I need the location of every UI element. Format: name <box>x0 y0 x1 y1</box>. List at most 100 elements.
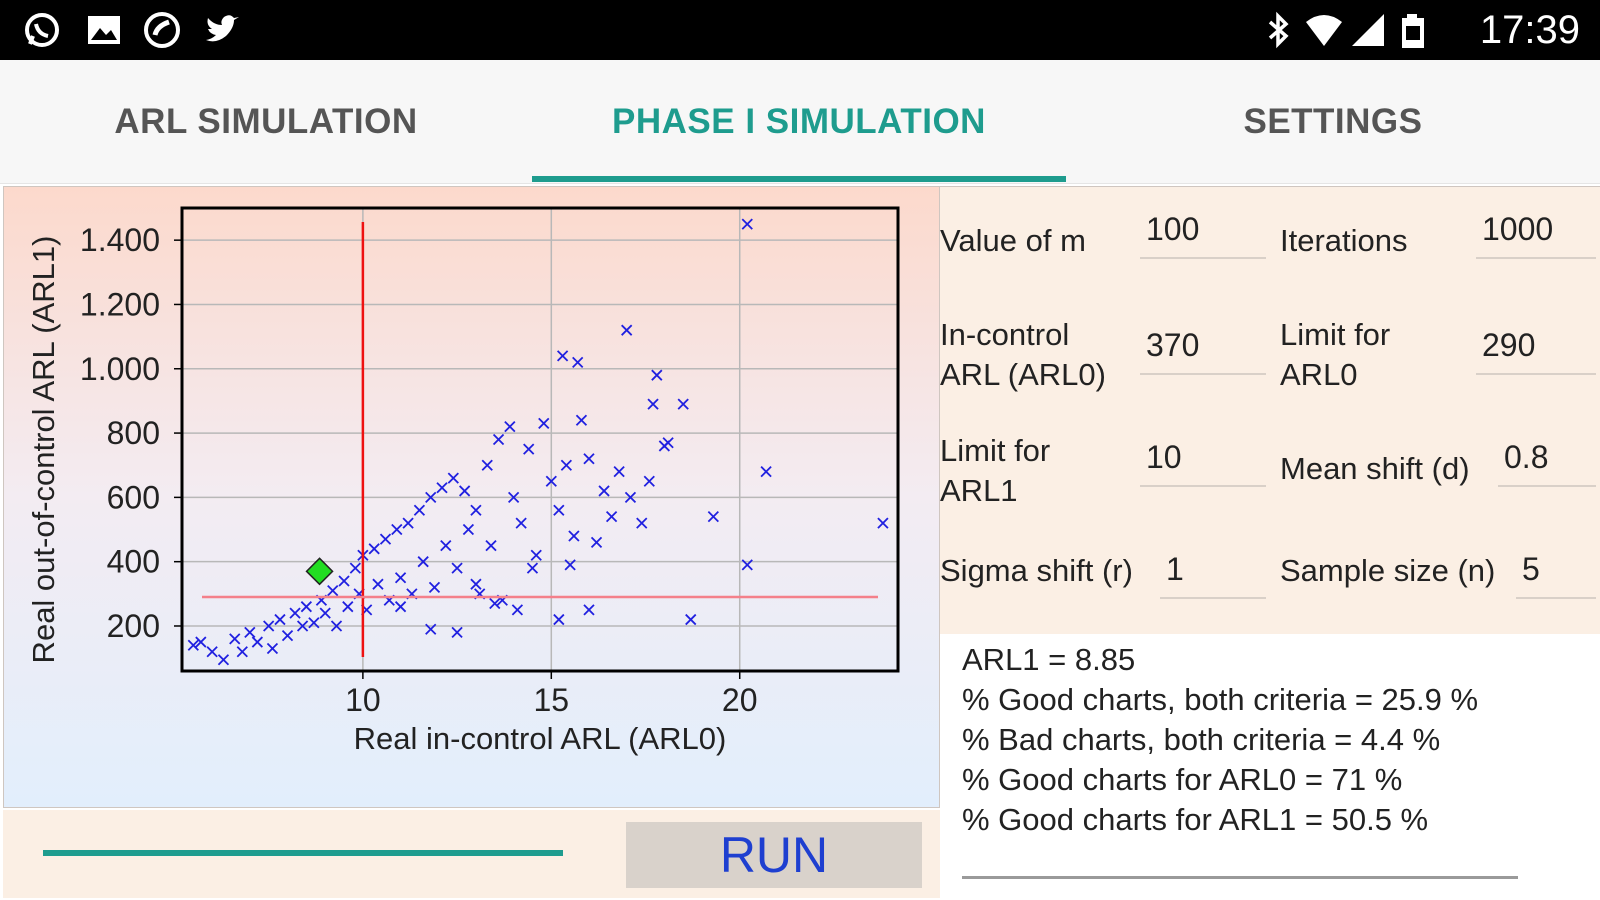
y-tick-label: 600 <box>107 479 160 515</box>
data-point <box>244 626 256 639</box>
limit-arl1-label-line2: ARL1 <box>940 473 1018 508</box>
data-point <box>741 218 753 230</box>
sigma-shift-field[interactable]: 1 <box>1160 549 1266 599</box>
sample-size-field[interactable]: 5 <box>1516 549 1596 599</box>
signal-icon <box>1352 14 1384 46</box>
data-point <box>583 604 595 616</box>
run-button[interactable]: RUN <box>626 822 922 888</box>
data-point <box>436 482 448 494</box>
y-tick-label: 1.400 <box>80 222 160 258</box>
data-point <box>605 511 618 523</box>
data-point <box>598 485 610 497</box>
progress-bar <box>43 850 563 856</box>
data-point <box>263 620 275 632</box>
data-point <box>319 607 331 619</box>
sigma-shift-label: Sigma shift (r) <box>940 553 1133 588</box>
data-point <box>289 607 301 619</box>
results-divider <box>962 876 1518 879</box>
data-point <box>394 572 407 584</box>
limit-arl1-field[interactable]: 10 <box>1140 437 1266 487</box>
twitter-icon <box>206 15 239 42</box>
mean-shift-label: Mean shift (d) <box>1280 451 1470 486</box>
data-point <box>300 601 312 613</box>
data-point <box>568 530 580 542</box>
limit-arl0-label-line1: Limit for <box>1280 317 1391 352</box>
x-axis-label: Real in-control ARL (ARL0) <box>354 721 727 756</box>
data-point <box>564 559 576 571</box>
data-point <box>425 491 437 504</box>
data-point <box>575 414 588 426</box>
data-point <box>417 556 429 568</box>
y-tick-label: 1.200 <box>80 286 160 322</box>
data-point <box>342 601 354 613</box>
data-point <box>572 356 584 368</box>
data-point <box>229 633 241 645</box>
in-control-arl-label-line2: ARL (ARL0) <box>940 357 1106 392</box>
data-point <box>489 597 501 610</box>
result-good-arl0: % Good charts for ARL0 = 71 % <box>962 762 1403 797</box>
in-control-arl-label-line1: In-control <box>940 317 1070 352</box>
data-point <box>391 523 403 536</box>
limit-arl0-label: Limit for ARL0 <box>1280 315 1390 395</box>
data-point <box>470 504 482 516</box>
settings-panel: Value of m 100 Iterations 1000 In-contro… <box>940 186 1600 634</box>
y-tick-label: 200 <box>107 608 160 644</box>
in-control-arl-label: In-control ARL (ARL0) <box>940 315 1106 395</box>
data-point <box>515 517 527 529</box>
data-point <box>327 584 339 597</box>
limit-arl0-field[interactable]: 290 <box>1476 325 1596 375</box>
x-tick-label: 15 <box>534 682 570 718</box>
plot-frame <box>180 206 900 673</box>
data-point <box>662 437 674 449</box>
data-point <box>613 466 625 478</box>
data-point <box>556 350 569 362</box>
x-tick-label: 20 <box>722 682 758 718</box>
data-point <box>251 636 264 648</box>
y-axis-label: Real out-of-control ARL (ARL1) <box>26 236 61 664</box>
value-of-m-label: Value of m <box>940 223 1086 258</box>
data-point <box>413 504 426 516</box>
data-point <box>195 636 207 648</box>
iterations-field[interactable]: 1000 <box>1476 209 1596 259</box>
data-point <box>741 559 753 571</box>
data-point <box>217 654 230 666</box>
battery-icon <box>1402 14 1424 48</box>
y-tick-label: 1.000 <box>80 351 160 387</box>
data-point <box>526 562 539 574</box>
tab-settings[interactable]: SETTINGS <box>1243 102 1423 141</box>
limit-arl1-label-line1: Limit for <box>940 433 1051 468</box>
result-good-arl1: % Good charts for ARL1 = 50.5 % <box>962 802 1429 837</box>
data-point <box>621 324 633 336</box>
data-point <box>440 539 452 552</box>
data-point <box>330 620 343 632</box>
whatsapp-icon <box>25 13 59 47</box>
data-point <box>492 433 505 446</box>
results-panel: ARL1 = 8.85 % Good charts, both criteria… <box>956 638 1596 898</box>
data-point <box>349 562 361 574</box>
data-point <box>372 578 384 590</box>
data-point <box>651 369 663 381</box>
data-point <box>187 639 199 651</box>
tab-arl-simulation[interactable]: ARL SIMULATION <box>114 102 418 141</box>
mean-shift-field[interactable]: 0.8 <box>1498 437 1596 487</box>
data-point <box>379 533 392 545</box>
y-tick-label: 400 <box>107 544 160 580</box>
data-point <box>624 491 637 504</box>
image-icon <box>88 16 120 44</box>
data-point <box>281 629 294 642</box>
data-point <box>636 517 648 529</box>
data-point <box>507 491 520 504</box>
in-control-arl-field[interactable]: 370 <box>1140 325 1266 375</box>
data-point <box>206 646 218 658</box>
data-point <box>504 421 516 433</box>
data-point <box>685 613 697 626</box>
value-of-m-field[interactable]: 100 <box>1140 209 1266 259</box>
data-point <box>590 536 603 549</box>
status-time: 17:39 <box>1479 8 1580 52</box>
data-point <box>511 604 524 616</box>
data-point <box>523 443 535 455</box>
data-point <box>266 642 279 655</box>
data-point <box>451 626 463 639</box>
data-point <box>877 517 889 529</box>
tab-phase-i-simulation[interactable]: PHASE I SIMULATION <box>612 102 986 141</box>
